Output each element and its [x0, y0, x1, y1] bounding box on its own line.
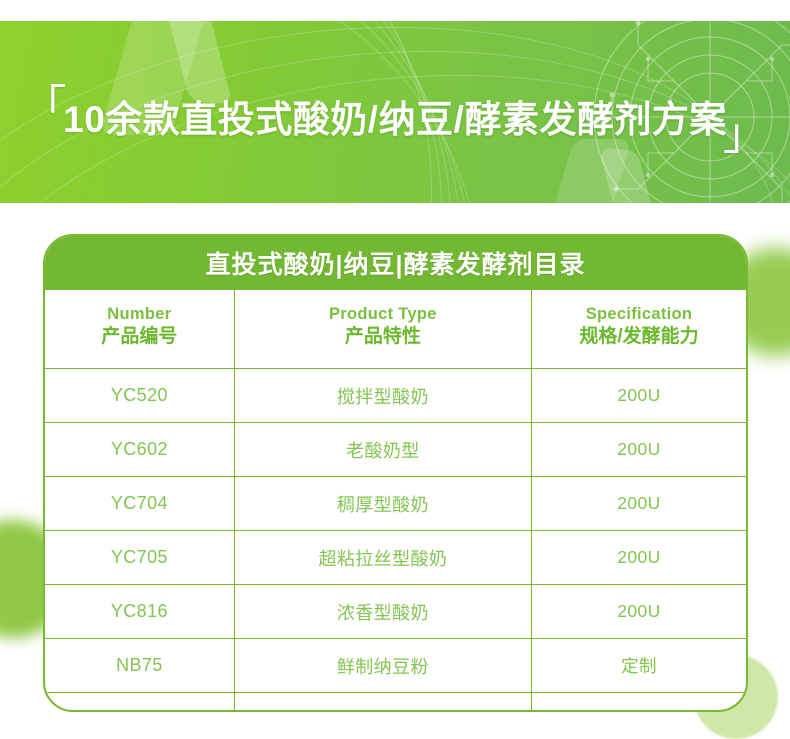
- cell-number: YC705: [45, 531, 234, 585]
- table-row: YC705 超粘拉丝型酸奶 200U: [45, 531, 746, 585]
- column-header-product-type-cn: 产品特性: [237, 325, 529, 350]
- hero-banner: 「 10余款直投式酸奶/纳豆/酵素发酵剂方案 」: [0, 21, 790, 203]
- column-header-specification: Specification 规格/发酵能力: [531, 290, 746, 369]
- catalog-title-text: 直投式酸奶|纳豆|酵素发酵剂目录: [206, 245, 586, 281]
- cell-number: YC816: [45, 585, 234, 639]
- cell-number: NB75: [45, 639, 234, 693]
- table-head: Number 产品编号 Product Type 产品特性 Specificat…: [45, 290, 746, 369]
- bracket-close: 」: [723, 113, 768, 157]
- cell-number: EY81: [45, 693, 234, 713]
- table-row: YC816 浓香型酸奶 200U: [45, 585, 746, 639]
- cell-number: YC520: [45, 369, 234, 423]
- cell-type: 老酸奶型: [234, 423, 531, 477]
- cell-type: 搅拌型酸奶: [234, 369, 531, 423]
- cell-spec: 200U: [531, 585, 746, 639]
- cell-spec: 200U: [531, 423, 746, 477]
- cell-type: 稠厚型酸奶: [234, 477, 531, 531]
- table-row: YC704 稠厚型酸奶 200U: [45, 477, 746, 531]
- cell-spec: 200U: [531, 369, 746, 423]
- cell-spec: 200U: [531, 477, 746, 531]
- cell-spec: 定制: [531, 639, 746, 693]
- table-row: YC520 搅拌型酸奶 200U: [45, 369, 746, 423]
- cell-type: 超粘拉丝型酸奶: [234, 531, 531, 585]
- column-header-specification-en: Specification: [534, 304, 744, 325]
- column-header-number-en: Number: [47, 304, 232, 325]
- catalog-title-bar: 直投式酸奶|纳豆|酵素发酵剂目录: [45, 236, 746, 290]
- table-body: YC520 搅拌型酸奶 200U YC602 老酸奶型 200U YC704 稠…: [45, 369, 746, 713]
- cell-spec: 定制: [531, 693, 746, 713]
- column-header-specification-cn: 规格/发酵能力: [534, 325, 744, 350]
- column-header-product-type: Product Type 产品特性: [234, 290, 531, 369]
- cell-number: YC602: [45, 423, 234, 477]
- catalog-card: 直投式酸奶|纳豆|酵素发酵剂目录 Number 产品编号 Product Typ…: [43, 234, 748, 712]
- page-title-text: 10余款直投式酸奶/纳豆/酵素发酵剂方案: [63, 89, 727, 143]
- cell-spec: 200U: [531, 531, 746, 585]
- page-title: 「 10余款直投式酸奶/纳豆/酵素发酵剂方案 」: [0, 21, 790, 203]
- table-row: EY81 鲜酿酵素菌 定制: [45, 693, 746, 713]
- table-row: NB75 鲜制纳豆粉 定制: [45, 639, 746, 693]
- column-header-number-cn: 产品编号: [47, 325, 232, 350]
- table-header-row: Number 产品编号 Product Type 产品特性 Specificat…: [45, 290, 746, 369]
- cell-type: 鲜制纳豆粉: [234, 639, 531, 693]
- table-row: YC602 老酸奶型 200U: [45, 423, 746, 477]
- column-header-product-type-en: Product Type: [237, 304, 529, 325]
- cell-number: YC704: [45, 477, 234, 531]
- cell-type: 鲜酿酵素菌: [234, 693, 531, 713]
- product-catalog-table: Number 产品编号 Product Type 产品特性 Specificat…: [45, 290, 746, 712]
- column-header-number: Number 产品编号: [45, 290, 234, 369]
- cell-type: 浓香型酸奶: [234, 585, 531, 639]
- bracket-open: 「: [23, 85, 68, 129]
